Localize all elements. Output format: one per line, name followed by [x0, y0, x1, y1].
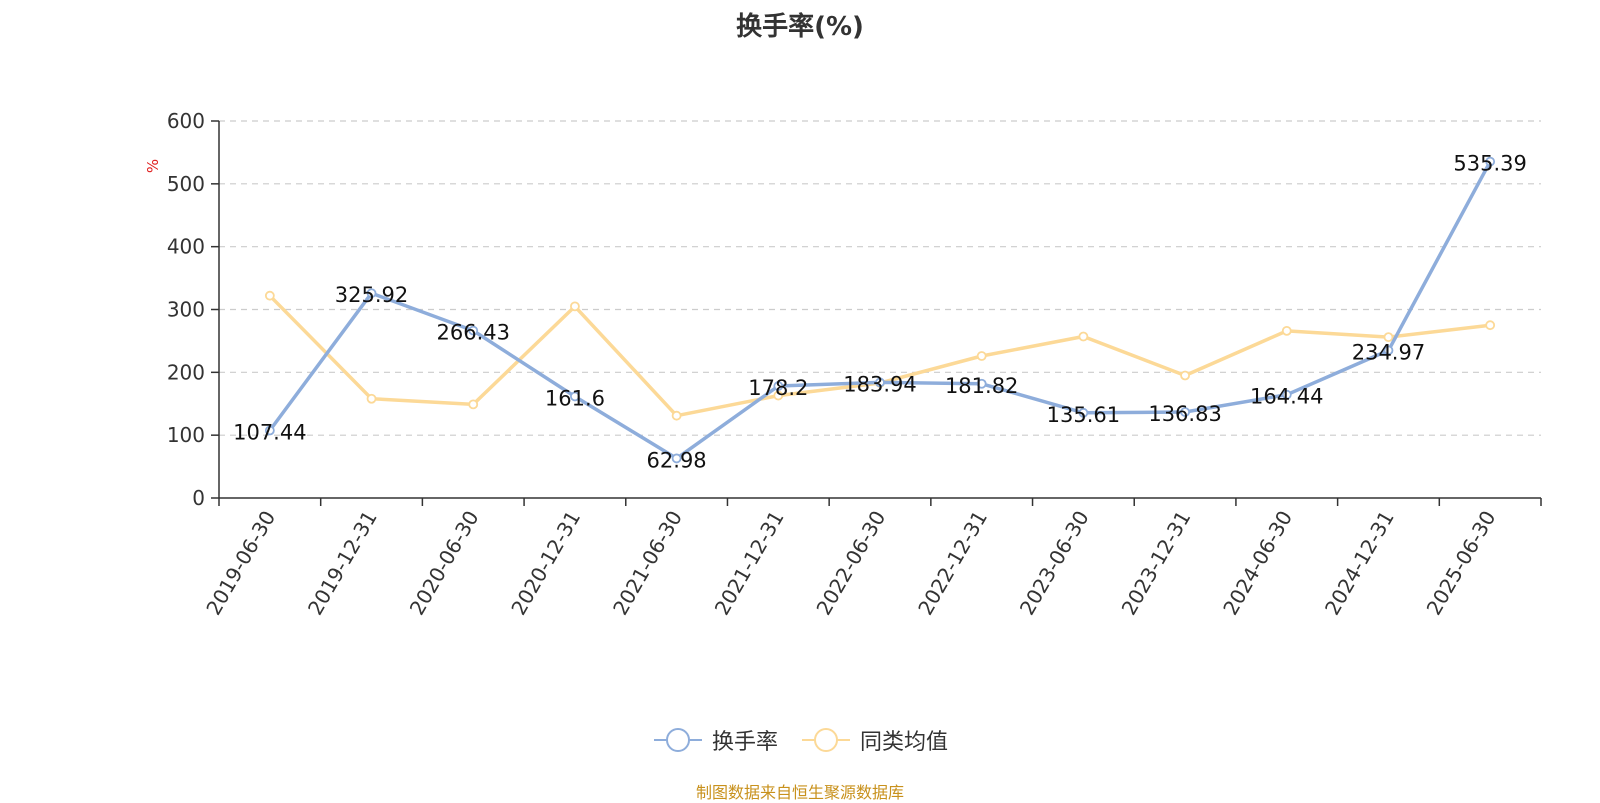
data-label: 161.6 — [545, 386, 605, 410]
data-point — [1485, 320, 1496, 331]
data-point — [468, 399, 479, 410]
data-point — [1383, 332, 1394, 343]
data-point — [264, 290, 275, 301]
y-tick-label: 600 — [167, 109, 205, 133]
legend-label: 同类均值 — [860, 730, 949, 755]
data-point — [1485, 156, 1496, 167]
x-tick-label: 2020-06-30 — [405, 507, 484, 620]
legend-marker-icon — [653, 728, 702, 752]
data-labels: 107.44 325.92 266.43 161.6 62.98 178.2 183.94 1… — [233, 152, 1527, 473]
legend-label: 换手率 — [711, 730, 778, 755]
data-point — [366, 288, 377, 299]
data-label: 325.92 — [335, 283, 408, 307]
data-point — [773, 390, 784, 401]
y-axis-unit-label: % — [144, 159, 162, 173]
x-tick-label: 2025-06-30 — [1422, 507, 1501, 620]
x-tick-label: 2023-06-30 — [1015, 507, 1094, 620]
data-point — [1078, 407, 1089, 418]
data-label: 164.44 — [1250, 385, 1323, 409]
x-tick-label: 2019-06-30 — [201, 507, 280, 620]
data-point — [875, 377, 885, 388]
y-tick-label: 100 — [167, 423, 205, 447]
y-tick-label: 400 — [167, 235, 205, 259]
x-tick-label: 2022-12-31 — [913, 507, 992, 620]
data-point — [671, 410, 682, 421]
legend-item[interactable]: 同类均值 — [800, 724, 948, 756]
data-label: 136.83 — [1148, 402, 1221, 426]
y-tick-label: 0 — [192, 486, 205, 510]
legend-marker-icon — [802, 728, 850, 752]
data-label: 178.2 — [748, 376, 808, 400]
x-tick-label: 2024-06-30 — [1218, 507, 1297, 620]
data-point — [773, 381, 784, 391]
data-label: 181.82 — [945, 374, 1018, 398]
chart-title: 换手率(%) — [736, 12, 864, 42]
data-label: 107.44 — [233, 420, 306, 444]
data-point — [1078, 331, 1089, 342]
data-point — [1281, 325, 1292, 336]
data-point — [1180, 407, 1190, 417]
x-tick-label: 2020-12-31 — [506, 507, 585, 620]
x-tick-label: 2021-12-31 — [710, 507, 789, 620]
data-point — [366, 393, 377, 404]
data-point — [1180, 370, 1190, 381]
data-point — [671, 453, 682, 464]
data-point — [264, 425, 275, 436]
data-point — [570, 301, 580, 312]
series — [264, 156, 1496, 464]
data-point — [976, 378, 987, 389]
data-point — [570, 391, 580, 402]
axes: 0 100 200 300 400 500 600 2019-06-30 2019-12-31 2… — [167, 109, 1542, 620]
source-note: 制图数据来自恒生聚源数据库 — [695, 783, 904, 802]
data-label: 234.97 — [1352, 340, 1425, 364]
data-point — [1281, 389, 1292, 400]
x-tick-label: 2023-12-31 — [1117, 507, 1196, 620]
y-tick-label: 200 — [167, 360, 205, 384]
data-point — [976, 351, 987, 361]
legend: 换手率 同类均值 — [0, 722, 1600, 758]
data-point — [1383, 345, 1394, 356]
y-tick-label: 500 — [167, 172, 205, 196]
data-label: 183.94 — [843, 372, 916, 396]
x-tick-label: 2019-12-31 — [303, 507, 382, 620]
grid-lines — [219, 120, 1541, 436]
data-point — [468, 325, 479, 336]
x-tick-label: 2022-06-30 — [811, 507, 890, 620]
data-label: 535.39 — [1453, 152, 1526, 176]
data-label: 266.43 — [436, 321, 509, 345]
data-label: 62.98 — [647, 448, 707, 472]
y-tick-label: 300 — [167, 298, 205, 322]
data-label: 135.61 — [1047, 403, 1120, 427]
x-tick-label: 2024-12-31 — [1320, 507, 1399, 620]
legend-item[interactable]: 换手率 — [652, 724, 778, 756]
x-tick-label: 2021-06-30 — [608, 507, 687, 620]
